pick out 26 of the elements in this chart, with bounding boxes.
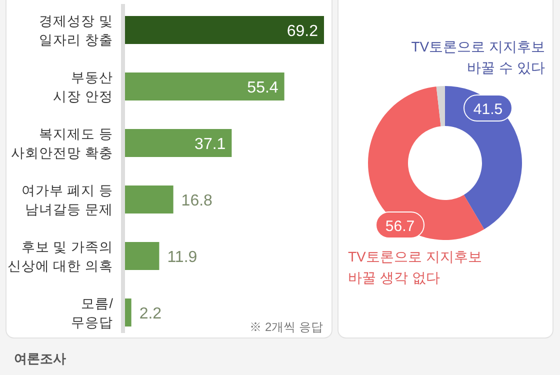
data-label: 16.8 <box>181 192 213 210</box>
data-label: 69.2 <box>286 23 318 40</box>
y-tick-label: 부동산 시장 안정 <box>53 70 113 104</box>
data-label: 55.4 <box>247 80 278 96</box>
y-tick-label: 복지제도 등 사회안전망 확충 <box>11 126 113 160</box>
data-label: 41.5 <box>473 101 503 118</box>
bar <box>125 16 324 44</box>
data-label: 11.9 <box>167 249 198 266</box>
donut-slice <box>445 86 522 230</box>
y-tick-label: 모름/ 무응답 <box>71 296 114 330</box>
y-tick-label: 여가부 폐지 등 남녀갈등 문제 <box>21 183 113 217</box>
donut-slice <box>436 86 445 126</box>
bar <box>125 72 284 100</box>
annotation: ※ 2개씩 응답 <box>250 320 323 334</box>
bar <box>125 298 132 326</box>
bar <box>125 129 232 157</box>
y-tick-label: 경제성장 및 일자리 창출 <box>39 14 113 48</box>
bar <box>125 186 174 214</box>
slice-label: TV토론으로 지지후보 바꿀 수 있다 <box>411 38 545 76</box>
y-tick-label: 후보 및 가족의 신상에 대한 의혹 <box>7 240 113 274</box>
legend-label: TV토론으로 지지후보 바꿀 생각 없다 <box>348 248 482 286</box>
data-label: 56.7 <box>385 218 415 235</box>
data-label: 2.2 <box>139 306 162 322</box>
data-label: 37.1 <box>194 136 226 153</box>
text: 여론조사 <box>14 351 66 366</box>
bar <box>125 242 160 270</box>
